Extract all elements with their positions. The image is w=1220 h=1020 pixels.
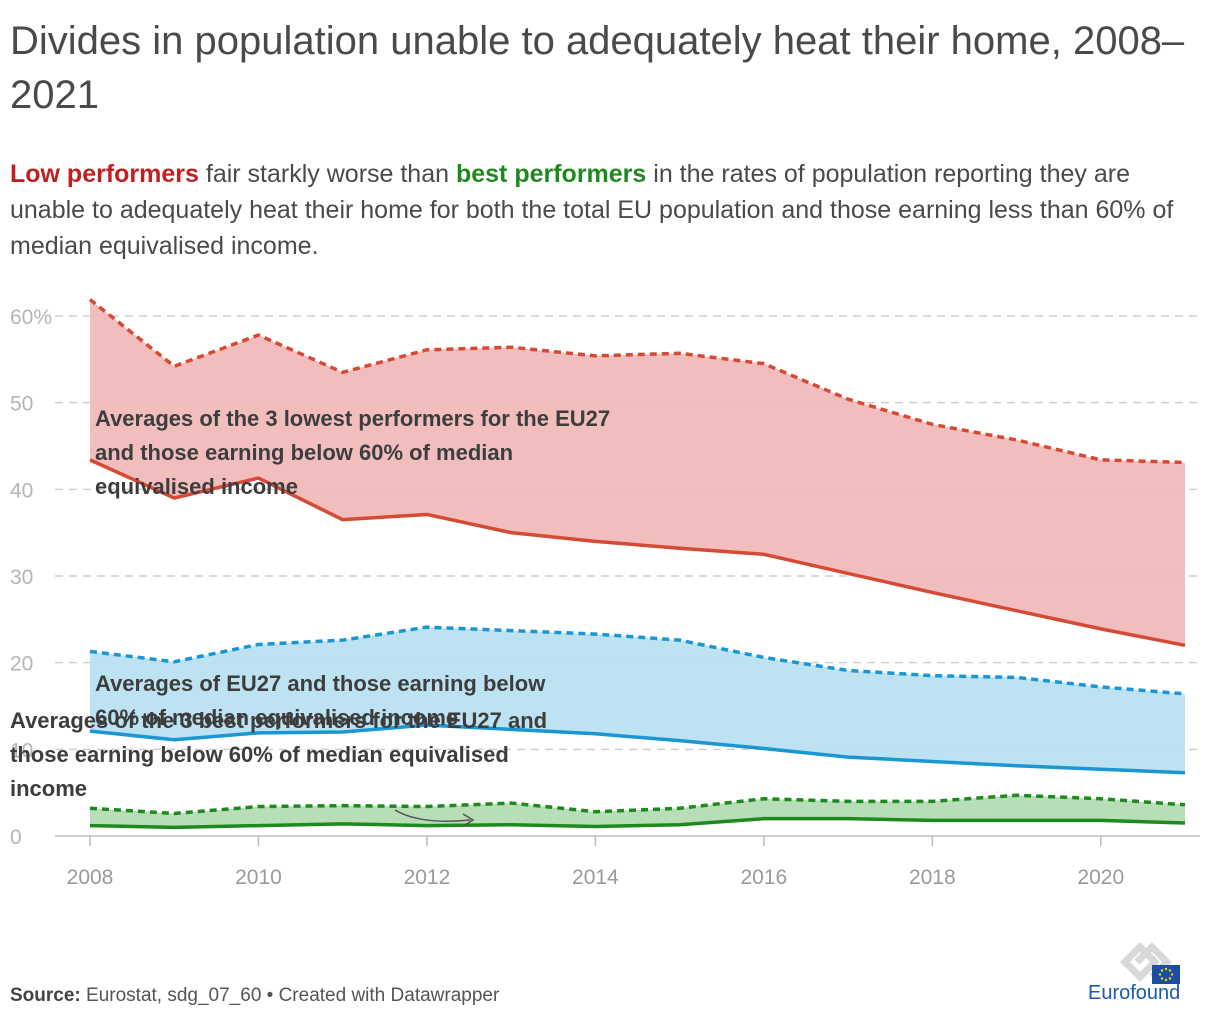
- line-below-60-0: [88, 298, 1186, 465]
- logo-text: Eurofound: [1088, 982, 1181, 1004]
- annotation-eu27: Averages of EU27 and those earning below…: [95, 671, 546, 730]
- annotation-arrow-head: [462, 813, 475, 827]
- subtitle-text-2: in the rates of population reporting the…: [10, 160, 1174, 260]
- x-tick-label-2020: 2020: [1077, 866, 1124, 889]
- eurofound-logo: [1120, 942, 1180, 984]
- x-tick-label-2008: 2008: [67, 866, 114, 889]
- best-performers-highlight: best performers: [455, 160, 647, 188]
- annotation-eu27-line: 60% of median equivalised income: [95, 705, 458, 730]
- annotation-best-performers-line: those earning below 60% of median equiva…: [10, 742, 509, 767]
- annotation-best-performers: Averages of the 3 best performers for th…: [10, 708, 547, 801]
- footer: Source: Eurostat, sdg_07_60 • Created wi…: [10, 985, 499, 1007]
- annotation-low-performers-line: Averages of the 3 lowest performers for …: [95, 406, 610, 431]
- line-total-1: [89, 723, 1186, 775]
- annotation-best-performers-line: income: [10, 776, 87, 801]
- annotation-best-performers-line: Averages of the 3 best performers for th…: [10, 708, 547, 733]
- x-tick-label-2018: 2018: [909, 866, 956, 889]
- y-tick-label-60: 60%: [10, 306, 52, 329]
- annotation-eu27-line: Averages of EU27 and those earning below: [95, 671, 546, 696]
- annotation-low-performers-line: and those earning below 60% of median: [95, 440, 513, 465]
- x-tick-label-2012: 2012: [404, 866, 451, 889]
- annotation-low-performers: Averages of the 3 lowest performers for …: [95, 406, 610, 499]
- annotation-low-performers-line: equivalised income: [95, 474, 298, 499]
- low-performers-highlight: Low performers: [10, 160, 199, 188]
- y-tick-label-30: 30: [10, 566, 33, 589]
- annotation-arrow: [394, 809, 471, 823]
- band-area-1: [90, 627, 1185, 773]
- chart-title: Divides in population unable to adequate…: [10, 19, 1185, 117]
- chart-subtitle: Low performers fair starkly worse than b…: [10, 156, 1210, 264]
- line-below-60-2: [89, 793, 1186, 816]
- y-tick-label-20: 20: [10, 653, 33, 676]
- y-tick-label-50: 50: [10, 393, 33, 416]
- y-tick-label-10: 10: [10, 739, 33, 762]
- x-tick-label-2016: 2016: [740, 866, 787, 889]
- y-tick-label-40: 40: [10, 479, 33, 502]
- line-below-60-1: [89, 625, 1186, 696]
- line-total-2: [89, 816, 1186, 830]
- source-label: Source:: [10, 985, 81, 1006]
- source-text: Eurostat, sdg_07_60 • Created with Dataw…: [80, 985, 500, 1006]
- x-tick-label-2010: 2010: [235, 866, 282, 889]
- area-chart: 0 10 20 30 40 50 60% 2008 2010 2012 2014 2016 2018 20…: [10, 298, 1200, 889]
- line-total-0: [89, 458, 1186, 648]
- band-area-2: [90, 795, 1185, 828]
- x-tick-label-2014: 2014: [572, 866, 619, 889]
- y-tick-label-0: 0: [10, 826, 22, 849]
- band-area-0: [90, 299, 1185, 646]
- subtitle-text-1: fair starkly worse than: [198, 160, 456, 188]
